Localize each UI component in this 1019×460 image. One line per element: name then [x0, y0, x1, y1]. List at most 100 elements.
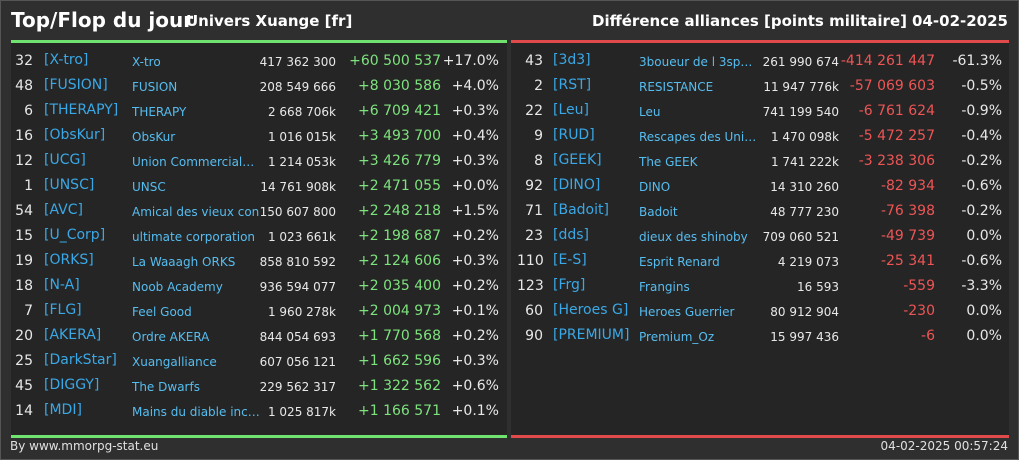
points-difference: +60 500 537 — [349, 53, 441, 69]
alliance-name-link[interactable]: Heroes Guerrier — [639, 305, 735, 319]
top-row: 15 [U_Corp] ultimate corporation 1 023 661k… — [11, 224, 507, 249]
alliance-tag-link[interactable]: [DIGGY] — [44, 377, 100, 393]
alliance-name-link[interactable]: ultimate corporation — [132, 230, 256, 244]
alliance-name-link[interactable]: 3boueur de l 3space — [639, 55, 757, 69]
alliance-rank: 7 — [24, 303, 33, 319]
alliance-tag-link[interactable]: [UNSC] — [44, 177, 95, 193]
alliance-name-link[interactable]: dieux des shinoby — [639, 230, 748, 244]
points-difference: -49 739 — [880, 228, 935, 244]
alliance-rank: 18 — [15, 278, 33, 294]
percent-change: -61.3% — [952, 53, 1002, 69]
alliance-tag-link[interactable]: [E-S] — [553, 252, 587, 268]
alliance-rank: 14 — [15, 403, 33, 419]
alliance-tag-link[interactable]: [GEEK] — [553, 152, 602, 168]
alliance-rank: 71 — [525, 203, 543, 219]
points-difference: +1 662 596 — [358, 353, 441, 369]
percent-change: +0.3% — [451, 153, 499, 169]
points-difference: +1 770 568 — [358, 328, 441, 344]
alliance-tag-link[interactable]: [3d3] — [553, 52, 591, 68]
points-difference: +2 248 218 — [358, 203, 441, 219]
top-row: 25 [DarkStar] Xuangalliance 607 056 121 +1 6… — [11, 349, 507, 374]
alliance-tag-link[interactable]: [X-tro] — [44, 52, 89, 68]
alliance-name-link[interactable]: Ordre AKERA — [132, 330, 210, 344]
alliance-tag-link[interactable]: [Badoit] — [553, 202, 609, 218]
alliance-name-link[interactable]: DINO — [639, 180, 671, 194]
alliance-tag-link[interactable]: [dds] — [553, 227, 589, 243]
alliance-rank: 19 — [15, 253, 33, 269]
alliance-name-link[interactable]: Rescapes des Univ… — [639, 130, 757, 144]
alliance-name-link[interactable]: Feel Good — [132, 305, 192, 319]
alliance-tag-link[interactable]: [MDI] — [44, 402, 82, 418]
alliance-name-link[interactable]: ObsKur — [132, 130, 176, 144]
alliance-name-link[interactable]: Frangins — [639, 280, 690, 294]
percent-change: +0.2% — [451, 328, 499, 344]
alliance-tag-link[interactable]: [FLG] — [44, 302, 82, 318]
alliance-points: 14 761 908k — [260, 180, 336, 194]
alliance-name-link[interactable]: FUSION — [132, 80, 178, 94]
alliance-tag-link[interactable]: [RUD] — [553, 127, 595, 143]
alliance-points: 14 310 260 — [770, 180, 839, 194]
top-row: 48 [FUSION] FUSION 208 549 666 +8 030 586 +4.… — [11, 74, 507, 99]
percent-change: -0.4% — [961, 128, 1002, 144]
alliance-name-link[interactable]: Xuangalliance — [132, 355, 217, 369]
alliance-name-link[interactable]: Premium_Oz — [639, 330, 715, 344]
alliance-tag-link[interactable]: [FUSION] — [44, 77, 108, 93]
alliance-name-link[interactable]: Noob Academy — [132, 280, 223, 294]
points-difference: -6 — [921, 328, 935, 344]
percent-change: -0.6% — [961, 178, 1002, 194]
alliance-tag-link[interactable]: [THERAPY] — [44, 102, 119, 118]
alliance-tag-link[interactable]: [Leu] — [553, 102, 589, 118]
alliance-tag-link[interactable]: [Frg] — [553, 277, 586, 293]
alliance-tag-link[interactable]: [DINO] — [553, 177, 601, 193]
percent-change: -3.3% — [961, 278, 1002, 294]
alliance-name-link[interactable]: La Waaagh ORKS — [132, 255, 236, 269]
alliance-name-link[interactable]: Amical des vieux con — [132, 205, 260, 219]
points-difference: +2 004 973 — [358, 303, 441, 319]
alliance-points: 741 199 540 — [762, 105, 839, 119]
points-difference: +3 426 779 — [358, 153, 441, 169]
alliance-name-link[interactable]: Esprit Renard — [639, 255, 720, 269]
alliance-name-link[interactable]: The Dwarfs — [132, 380, 200, 394]
points-difference: +2 471 055 — [358, 178, 441, 194]
alliance-tag-link[interactable]: [AVC] — [44, 202, 83, 218]
alliance-points: 16 593 — [797, 280, 839, 294]
percent-change: +1.5% — [451, 203, 499, 219]
points-difference: +2 124 606 — [358, 253, 441, 269]
alliance-tag-link[interactable]: [RST] — [553, 77, 592, 93]
points-difference: -82 934 — [880, 178, 935, 194]
flop-row: 123 [Frg] Frangins 16 593 -559 -3.3% — [511, 274, 1009, 299]
top-row: 1 [UNSC] UNSC 14 761 908k +2 471 055 +0.0% — [11, 174, 507, 199]
alliance-name-link[interactable]: UNSC — [132, 180, 166, 194]
alliance-points: 4 219 073 — [777, 255, 839, 269]
percent-change: +0.3% — [451, 103, 499, 119]
top-row: 14 [MDI] Mains du diable inco… 1 025 817k +1… — [11, 399, 507, 424]
alliance-name-link[interactable]: The GEEK — [639, 155, 698, 169]
percent-change: -0.2% — [961, 203, 1002, 219]
alliance-tag-link[interactable]: [U_Corp] — [44, 227, 106, 243]
alliance-tag-link[interactable]: [N-A] — [44, 277, 80, 293]
alliance-tag-link[interactable]: [ORKS] — [44, 252, 94, 268]
alliance-tag-link[interactable]: [DarkStar] — [44, 352, 117, 368]
alliance-tag-link[interactable]: [UCG] — [44, 152, 86, 168]
flop-row: 43 [3d3] 3boueur de l 3space 261 990 674 -41… — [511, 49, 1009, 74]
alliance-tag-link[interactable]: [PREMIUM] — [553, 327, 630, 343]
alliance-points: 48 777 230 — [770, 205, 839, 219]
flop-row: 8 [GEEK] The GEEK 1 741 222k -3 238 306 -0.2% — [511, 149, 1009, 174]
page-title: Top/Flop du jour — [11, 8, 194, 32]
alliance-points: 2 668 706k — [267, 105, 336, 119]
alliance-name-link[interactable]: RESISTANCE — [639, 80, 714, 94]
alliance-tag-link[interactable]: [AKERA] — [44, 327, 102, 343]
alliance-name-link[interactable]: THERAPY — [132, 105, 187, 119]
flop-row: 71 [Badoit] Badoit 48 777 230 -76 398 -0.2% — [511, 199, 1009, 224]
alliance-name-link[interactable]: Union Commerciale… — [132, 155, 260, 169]
alliance-points: 150 607 800 — [259, 205, 336, 219]
alliance-name-link[interactable]: X-tro — [132, 55, 161, 69]
alliance-name-link[interactable]: Mains du diable inco… — [132, 405, 260, 419]
top-row: 45 [DIGGY] The Dwarfs 229 562 317 +1 322 562… — [11, 374, 507, 399]
header: Top/Flop du jour Univers Xuange [fr] Dif… — [0, 0, 1019, 40]
alliance-name-link[interactable]: Leu — [639, 105, 661, 119]
alliance-tag-link[interactable]: [Heroes G] — [553, 302, 629, 318]
points-difference: +3 493 700 — [358, 128, 441, 144]
alliance-name-link[interactable]: Badoit — [639, 205, 678, 219]
alliance-tag-link[interactable]: [ObsKur] — [44, 127, 106, 143]
